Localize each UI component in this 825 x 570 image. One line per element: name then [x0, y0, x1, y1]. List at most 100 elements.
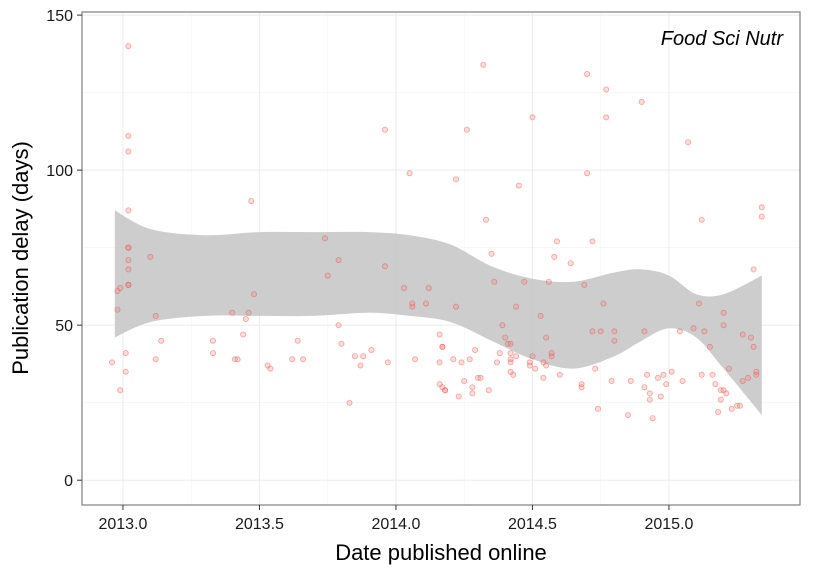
data-point	[351, 353, 358, 360]
data-point	[739, 377, 746, 384]
data-point	[122, 350, 129, 357]
data-point	[114, 288, 121, 295]
data-point	[321, 235, 328, 242]
data-point	[709, 371, 716, 378]
data-point	[338, 340, 345, 347]
data-point	[753, 368, 760, 375]
data-point	[641, 328, 648, 335]
data-point	[109, 359, 116, 366]
data-point	[660, 371, 667, 378]
data-point	[209, 337, 216, 344]
panel-annotation: Food Sci Nutr	[661, 28, 785, 50]
data-point	[690, 325, 697, 332]
data-point	[482, 216, 489, 223]
data-point	[753, 371, 760, 378]
data-point	[300, 356, 307, 363]
data-point	[152, 312, 159, 319]
data-point	[452, 303, 459, 310]
panel-border	[81, 11, 801, 506]
data-point	[117, 284, 124, 291]
data-point	[248, 198, 255, 205]
data-point	[401, 284, 408, 291]
data-point	[125, 132, 132, 139]
data-point	[641, 384, 648, 391]
data-point	[698, 216, 705, 223]
data-point	[125, 244, 132, 251]
data-point	[360, 353, 367, 360]
data-point	[597, 328, 604, 335]
data-point	[717, 396, 724, 403]
x-tick-label: 2014.0	[371, 516, 420, 533]
data-point	[551, 253, 558, 260]
data-point	[715, 408, 722, 415]
data-point	[595, 405, 602, 412]
data-point	[758, 204, 765, 211]
data-point	[600, 300, 607, 307]
data-point	[507, 356, 514, 363]
x-tick-label: 2015.0	[644, 516, 693, 533]
data-point	[245, 309, 252, 316]
data-point	[436, 359, 443, 366]
data-point	[507, 368, 514, 375]
data-point	[436, 331, 443, 338]
data-point	[720, 387, 727, 394]
data-point	[548, 353, 555, 360]
data-point	[589, 328, 596, 335]
data-point	[747, 334, 754, 341]
data-point	[679, 377, 686, 384]
data-point	[625, 412, 632, 419]
data-point	[436, 381, 443, 388]
data-point	[540, 359, 547, 366]
data-point	[480, 61, 487, 68]
data-point	[515, 182, 522, 189]
data-point	[532, 365, 539, 372]
data-point	[526, 362, 533, 369]
data-point	[469, 384, 476, 391]
data-point	[125, 266, 132, 273]
data-point	[384, 359, 391, 366]
data-point	[513, 303, 520, 310]
data-point	[250, 291, 257, 298]
data-point	[234, 356, 241, 363]
data-point	[240, 331, 247, 338]
data-point	[548, 350, 555, 357]
data-point	[644, 371, 651, 378]
data-point	[409, 303, 416, 310]
data-point	[488, 250, 495, 257]
data-point	[450, 356, 457, 363]
data-point	[496, 350, 503, 357]
data-point	[584, 170, 591, 177]
data-point	[499, 322, 506, 329]
x-tick-label: 2014.5	[508, 516, 557, 533]
data-point	[324, 272, 331, 279]
data-point	[578, 381, 585, 388]
data-point	[584, 71, 591, 78]
data-point	[439, 384, 446, 391]
data-point	[698, 371, 705, 378]
data-point	[646, 396, 653, 403]
data-point	[242, 315, 249, 322]
data-point	[439, 343, 446, 350]
data-point	[545, 278, 552, 285]
data-point	[706, 343, 713, 350]
data-point	[491, 278, 498, 285]
data-point	[114, 306, 121, 313]
y-axis-title: Publication delay (days)	[8, 141, 33, 375]
data-point	[646, 390, 653, 397]
data-point	[655, 374, 662, 381]
y-tick-label: 100	[46, 163, 73, 180]
data-point	[493, 359, 500, 366]
data-point	[422, 300, 429, 307]
data-point	[676, 328, 683, 335]
x-tick-label: 2013.5	[235, 516, 284, 533]
data-point	[267, 365, 274, 372]
data-point	[125, 43, 132, 50]
data-point	[463, 126, 470, 133]
x-axis-title: Date published online	[335, 540, 547, 565]
data-point	[507, 350, 514, 357]
data-point	[720, 309, 727, 316]
data-point	[685, 139, 692, 146]
data-point	[439, 343, 446, 350]
data-point	[507, 340, 514, 347]
